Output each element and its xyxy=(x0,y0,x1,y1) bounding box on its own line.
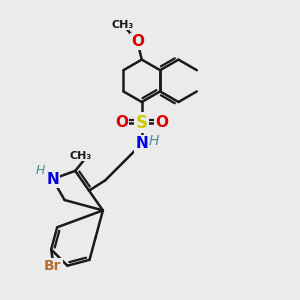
Text: H: H xyxy=(149,134,159,148)
Text: O: O xyxy=(155,115,168,130)
Text: O: O xyxy=(131,34,144,49)
Text: N: N xyxy=(46,172,59,187)
Text: CH₃: CH₃ xyxy=(112,20,134,30)
Text: N: N xyxy=(135,136,148,151)
Text: H: H xyxy=(36,164,45,177)
Text: Br: Br xyxy=(44,259,62,273)
Text: CH₃: CH₃ xyxy=(70,151,92,160)
Text: O: O xyxy=(115,115,128,130)
Text: S: S xyxy=(136,114,148,132)
